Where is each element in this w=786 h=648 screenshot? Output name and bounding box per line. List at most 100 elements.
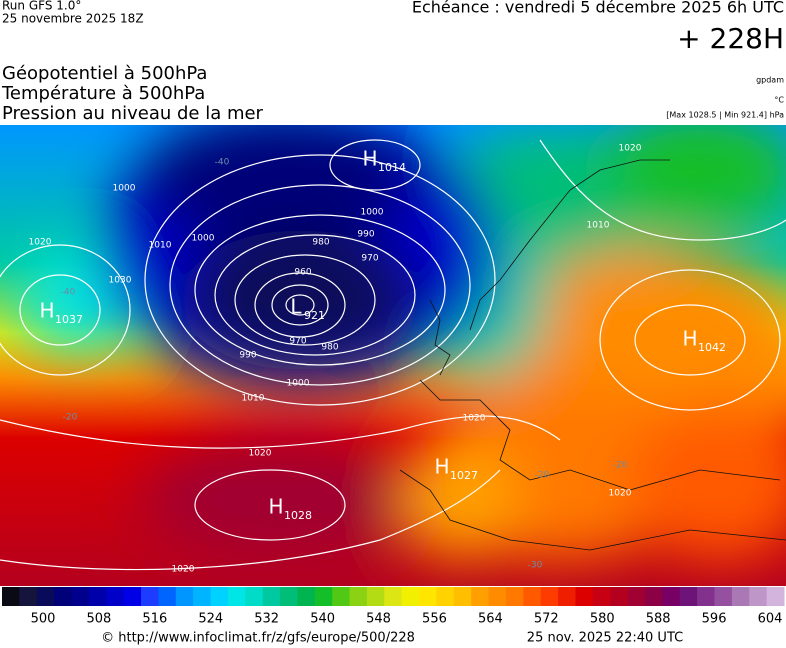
colorbar-swatch — [88, 587, 107, 606]
colorbar-swatch — [644, 587, 663, 606]
isobar-label: 1020 — [172, 565, 195, 575]
isobar-label: 1000 — [113, 184, 136, 194]
center-value: 1037 — [55, 313, 83, 326]
colorbar-swatch — [523, 587, 542, 606]
colorbar-swatch — [627, 587, 646, 606]
colorbar-swatch — [697, 587, 715, 606]
center-value: 1027 — [450, 469, 478, 482]
colorbar-tick-label: 500 — [31, 612, 56, 627]
colorbar-swatch — [314, 587, 333, 606]
colorbar-swatch — [679, 587, 698, 606]
unit: °C — [774, 96, 784, 105]
isotherm-label: -30 — [528, 561, 543, 571]
colorbar-swatch — [193, 587, 212, 606]
colorbar-swatch — [297, 587, 316, 606]
footer-timestamp: 25 nov. 2025 22:40 UTC — [527, 631, 683, 646]
center-letter: H — [39, 299, 54, 323]
center-value: 921 — [304, 309, 325, 322]
isobar-label: 1010 — [149, 241, 172, 251]
isobar-label: 980 — [312, 238, 329, 248]
colorbar-tick-label: 516 — [142, 612, 167, 627]
colorbar-swatch — [227, 587, 246, 606]
run-date: 25 novembre 2025 18Z — [2, 12, 144, 26]
colorbar-swatch — [731, 587, 750, 606]
colorbar-swatch — [158, 587, 177, 606]
isobar-label: 970 — [289, 337, 306, 347]
center-value: 1014 — [378, 161, 406, 174]
isobar-label: 990 — [357, 230, 374, 240]
center-letter: H — [268, 495, 283, 519]
isobar-label: 1000 — [192, 234, 215, 244]
legend-line: Température à 500hPa — [1, 83, 205, 104]
colorbar-swatch — [471, 587, 490, 606]
isobar-label: 990 — [239, 351, 256, 361]
colorbar-swatch — [280, 587, 298, 606]
isobars — [0, 139, 786, 571]
colorbar-tick-label: 604 — [758, 612, 783, 627]
colorbar-swatch — [384, 587, 403, 606]
colorbar-swatch — [558, 587, 576, 606]
colorbar-tick-label: 548 — [366, 612, 391, 627]
colorbar-tick-label: 524 — [198, 612, 223, 627]
colorbar-swatch — [575, 587, 594, 606]
colorbar-swatch — [123, 587, 142, 606]
colorbar-swatch — [71, 587, 90, 606]
isobar-label: 1010 — [242, 394, 265, 404]
colorbar-tick-label: 580 — [590, 612, 615, 627]
colorbar-tick-label: 532 — [254, 612, 279, 627]
isotherm-label: -40 — [61, 288, 76, 298]
colorbar-tick-label: 508 — [87, 612, 112, 627]
colorbar-swatch — [766, 587, 785, 606]
isotherm-label: -20 — [613, 461, 628, 471]
colorbar-swatch — [54, 587, 73, 606]
isotherm-label: -40 — [215, 158, 230, 168]
isobar-label: 970 — [361, 254, 378, 264]
colorbar-swatch — [419, 587, 437, 606]
colorbar-swatch — [749, 587, 768, 606]
lead-time: + 228H — [677, 22, 784, 55]
isobar-label: 1020 — [29, 238, 52, 248]
colorbar-swatch — [540, 587, 559, 606]
isotherm-label: -20 — [535, 471, 550, 481]
colorbar-swatch — [436, 587, 455, 606]
echeance: Echéance : vendredi 5 décembre 2025 6h U… — [412, 0, 784, 17]
colorbar-swatch — [366, 587, 385, 606]
colorbar-tick-label: 588 — [646, 612, 671, 627]
center-letter: H — [362, 147, 377, 171]
colorbar-swatch — [662, 587, 681, 606]
colorbar-swatch — [453, 587, 472, 606]
colorbar-tick-label: 564 — [478, 612, 503, 627]
unit: gpdam — [756, 76, 784, 85]
colorbar-swatch — [349, 587, 368, 606]
isobar-label: 1000 — [287, 379, 310, 389]
legend-line: Pression au niveau de la mer — [2, 103, 264, 124]
isobar-label: 1020 — [249, 449, 272, 459]
colorbar-swatch — [332, 587, 351, 606]
map — [0, 125, 786, 586]
colorbar-swatch — [714, 587, 733, 606]
colorbar-swatch — [505, 587, 524, 606]
run-label: Run GFS 1.0° — [2, 0, 81, 13]
colorbar-swatch — [106, 587, 125, 606]
footer-url: © http://www.infoclimat.fr/z/gfs/europe/… — [101, 631, 415, 646]
isobar-label: 1020 — [619, 144, 642, 154]
legend-line: Géopotentiel à 500hPa — [2, 63, 207, 84]
colorbar-swatch — [245, 587, 264, 606]
colorbar-swatch — [401, 587, 420, 606]
isobar-label: 980 — [321, 343, 338, 353]
center-value: 1028 — [284, 509, 312, 522]
colorbar-swatch — [592, 587, 611, 606]
colorbar-swatch — [262, 587, 281, 606]
isotherm-label: -20 — [63, 413, 78, 423]
colorbar-swatch — [175, 587, 194, 606]
isobar-label: 1020 — [463, 414, 486, 424]
colorbar-tick-label: 556 — [422, 612, 447, 627]
isobar-label: 1010 — [587, 221, 610, 231]
isobar-label: 1020 — [609, 489, 632, 499]
coastlines — [399, 159, 786, 551]
colorbar-tick-label: 596 — [702, 612, 727, 627]
center-letter: H — [682, 327, 697, 351]
colorbar-swatch — [141, 587, 159, 606]
min-max: [Max 1028.5 | Min 921.4] hPa — [666, 111, 784, 120]
